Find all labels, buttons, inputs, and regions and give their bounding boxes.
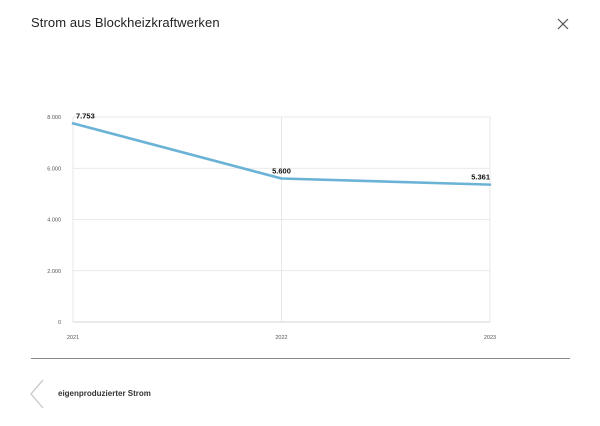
data-label: 5.600 — [272, 167, 291, 176]
close-icon[interactable] — [556, 17, 570, 31]
x-tick-label: 2021 — [67, 335, 79, 341]
x-tick-label: 2023 — [484, 335, 496, 341]
divider — [31, 358, 570, 359]
y-tick-label: 0 — [58, 320, 61, 326]
data-label: 5.361 — [471, 173, 490, 182]
y-tick-label: 6.000 — [47, 166, 61, 172]
footer-label: eigenproduzierter Strom — [58, 389, 151, 398]
y-tick-label: 8.000 — [47, 115, 61, 121]
x-tick-label: 2022 — [275, 335, 287, 341]
y-tick-label: 4.000 — [47, 218, 61, 224]
data-label: 7.753 — [76, 111, 95, 120]
page-title: Strom aus Blockheizkraftwerken — [31, 15, 220, 30]
chevron-left-icon[interactable] — [28, 378, 48, 410]
y-tick-label: 2.000 — [47, 269, 61, 275]
